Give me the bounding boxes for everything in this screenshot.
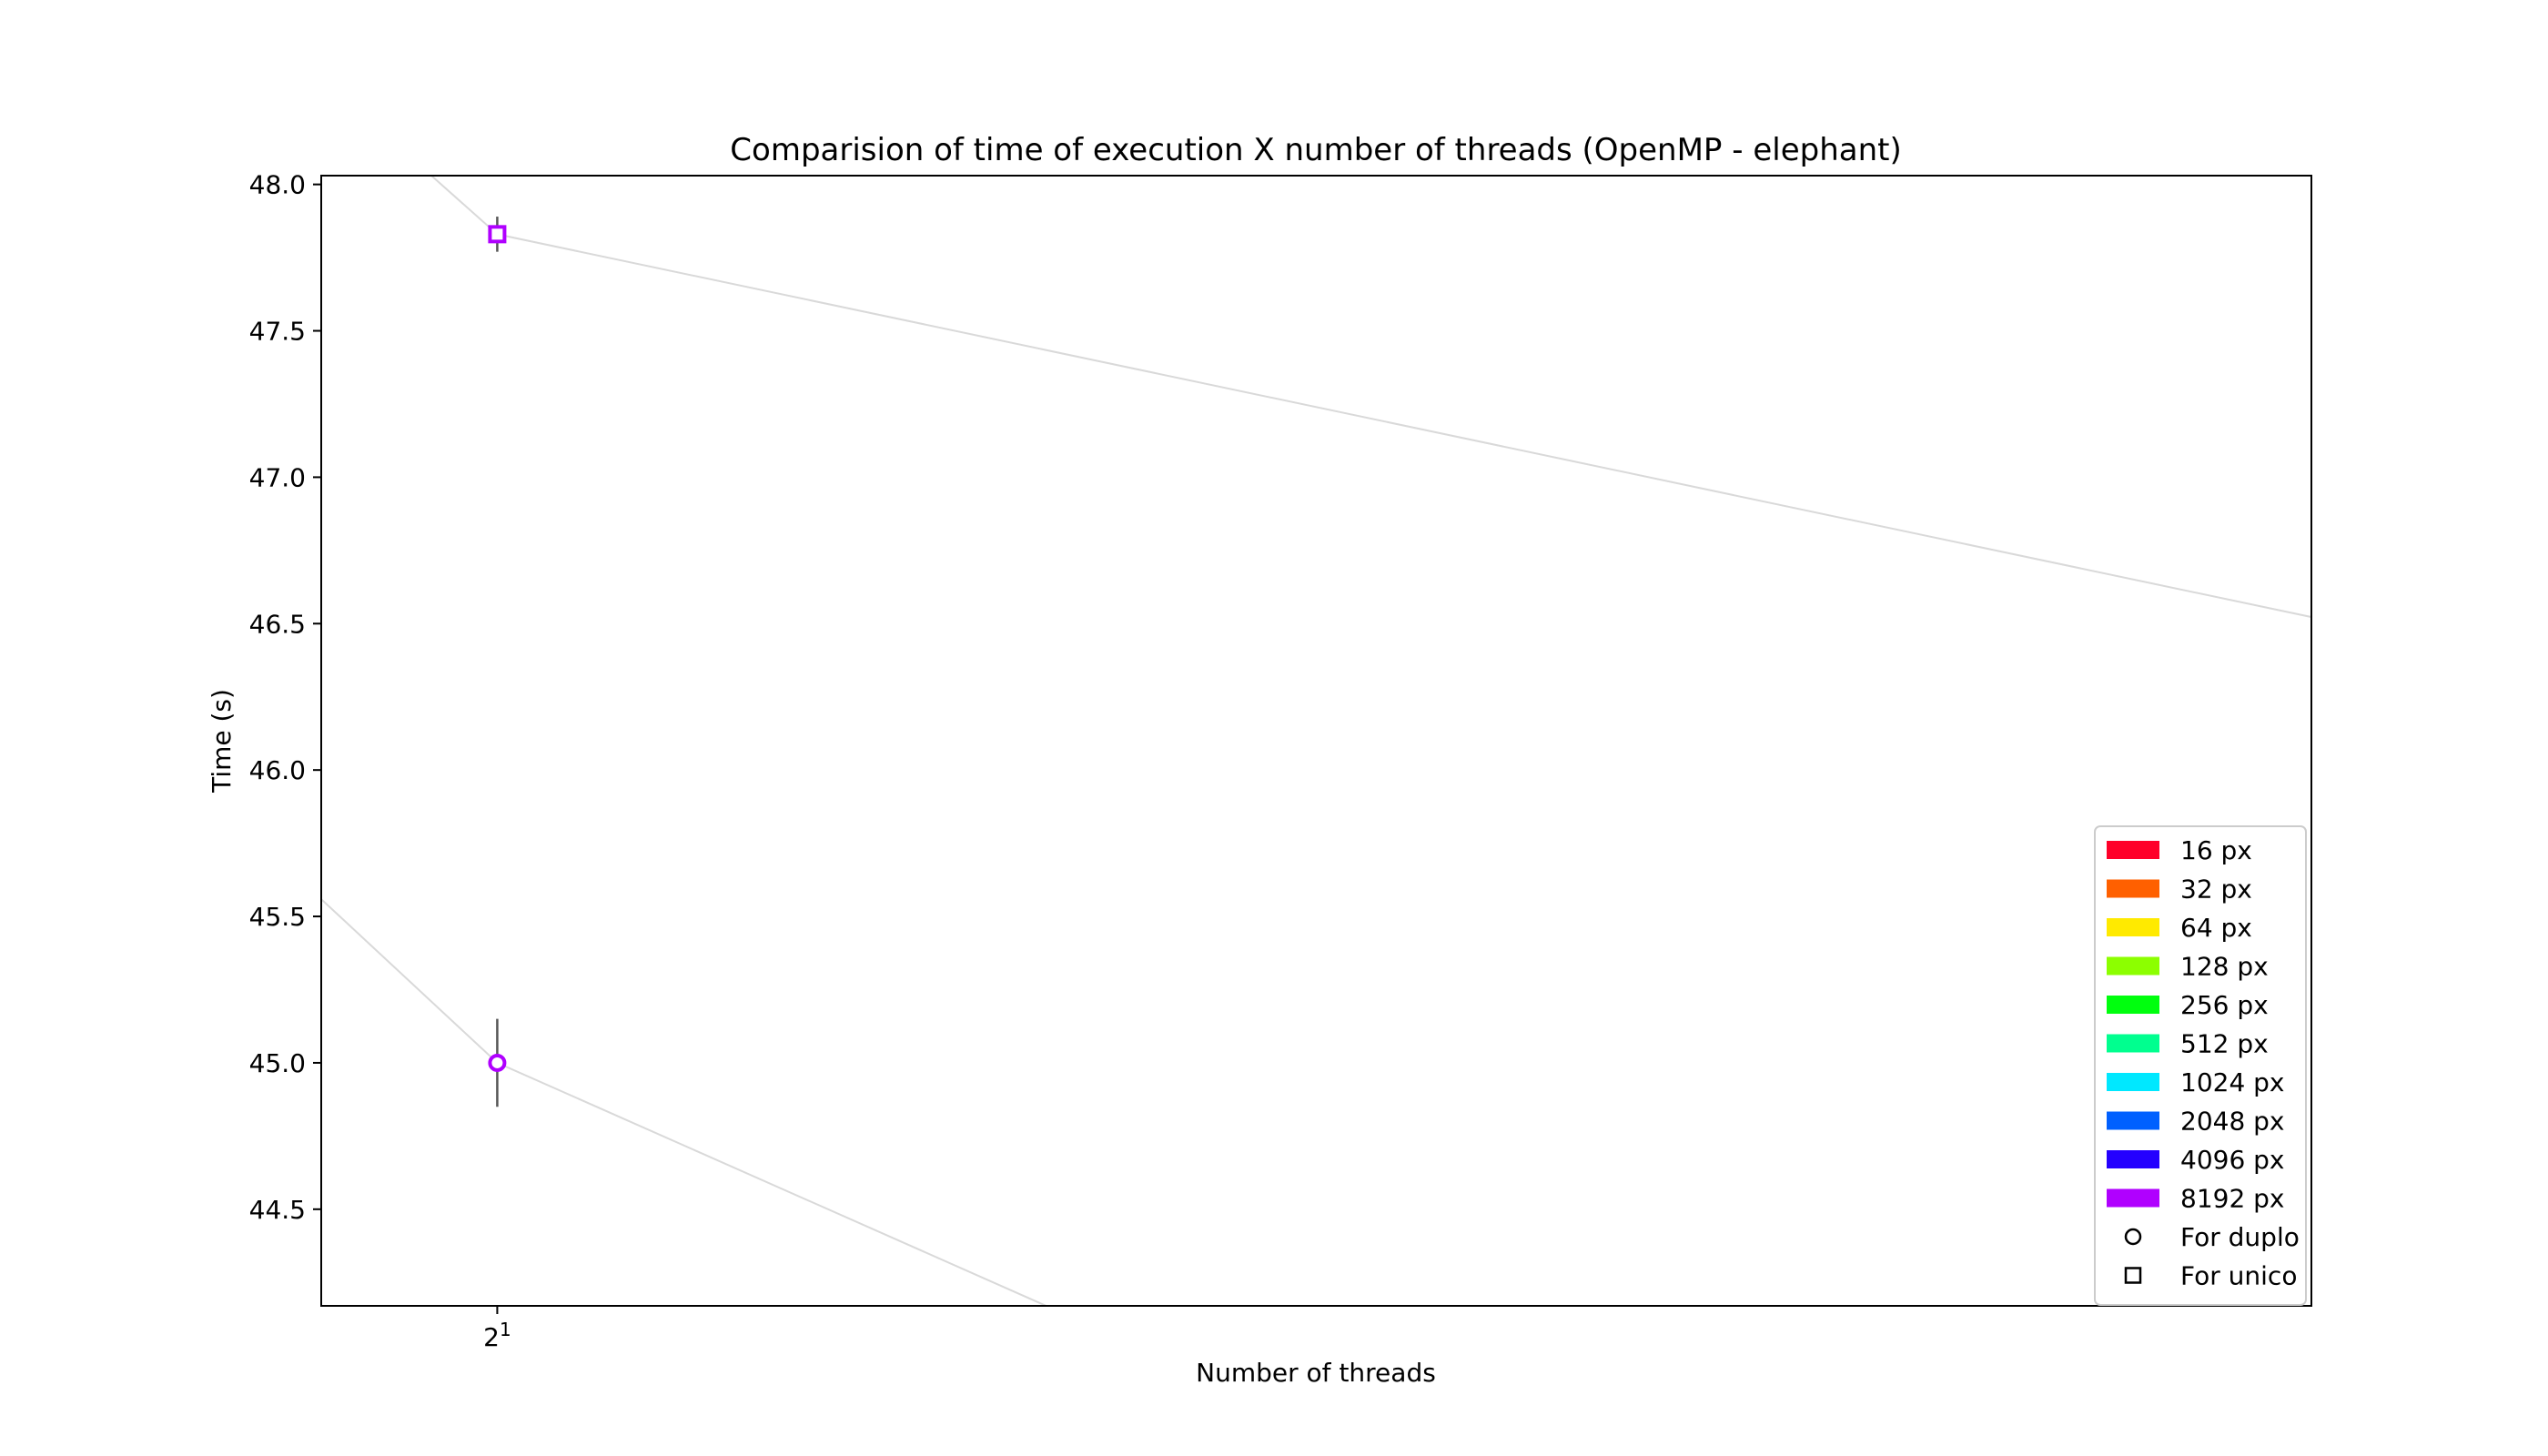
y-tick-label: 48.0 <box>249 170 306 200</box>
y-tick-label: 45.5 <box>249 902 306 932</box>
legend-swatch <box>2107 1150 2159 1168</box>
y-tick-label: 47.5 <box>249 317 306 347</box>
y-tick-label: 44.5 <box>249 1195 306 1225</box>
legend: 16 px 32 px 64 px 128 px 256 px 512 px 1024 px… <box>2094 825 2307 1306</box>
legend-box <box>2094 825 2307 1306</box>
legend-label: 256 px <box>2180 990 2269 1020</box>
y-tick-label: 46.5 <box>249 609 306 639</box>
legend-swatch <box>2107 956 2159 976</box>
data-points <box>488 217 507 1107</box>
legend-label: 64 px <box>2180 913 2252 943</box>
legend-label: 512 px <box>2180 1029 2269 1059</box>
legend-label: 1024 px <box>2180 1067 2285 1097</box>
data-point-square <box>488 225 507 244</box>
legend-label: 8192 px <box>2180 1184 2285 1214</box>
y-axis-label: Time (s) <box>207 689 237 794</box>
trend-line <box>430 176 2311 619</box>
legend-label: For unico <box>2180 1261 2297 1291</box>
y-tick-label: 47.0 <box>249 462 306 492</box>
legend-swatch <box>2107 841 2159 859</box>
legend-label: 128 px <box>2180 952 2269 982</box>
x-axis-label: Number of threads <box>1196 1358 1436 1388</box>
legend-label: 2048 px <box>2180 1107 2285 1137</box>
x-axis: 21 <box>483 1306 511 1352</box>
legend-label: For duplo <box>2180 1222 2300 1252</box>
legend-swatch <box>2107 1188 2159 1208</box>
legend-marker-square <box>2124 1267 2142 1284</box>
legend-swatch <box>2107 879 2159 898</box>
legend-marker-circle <box>2124 1228 2142 1246</box>
y-tick-label: 45.0 <box>249 1048 306 1078</box>
legend-swatch <box>2107 1073 2159 1091</box>
x-tick-label: 21 <box>483 1319 511 1352</box>
plot-frame <box>320 175 2312 1307</box>
y-tick-label: 46.0 <box>249 755 306 785</box>
chart-title: Comparision of time of execution X numbe… <box>730 132 1901 168</box>
legend-swatch <box>2107 918 2159 936</box>
legend-swatch <box>2107 1034 2159 1053</box>
legend-swatch <box>2107 1111 2159 1130</box>
legend-label: 32 px <box>2180 875 2252 905</box>
trend-line <box>321 897 1049 1306</box>
legend-label: 4096 px <box>2180 1145 2285 1175</box>
y-axis: 44.5 45.0 45.5 46.0 46.5 47.0 47.5 48.0 <box>249 170 321 1225</box>
data-point-circle <box>488 1053 507 1072</box>
legend-label: 16 px <box>2180 835 2252 865</box>
legend-swatch <box>2107 996 2159 1014</box>
